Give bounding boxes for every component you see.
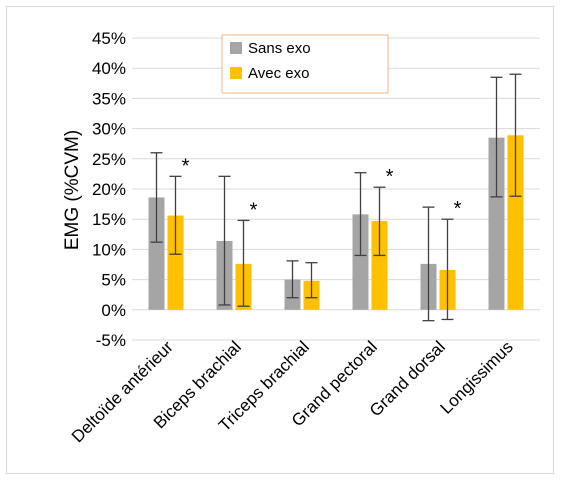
- y-axis-title: EMG (%CVM): [62, 130, 83, 250]
- y-tick-label: 10%: [92, 240, 126, 259]
- legend-label: Sans exo: [248, 40, 311, 57]
- bar-sans-exo: [488, 137, 505, 310]
- legend-swatch: [230, 42, 242, 54]
- legend-box: [221, 34, 389, 94]
- significance-markers: * * * *: [182, 155, 462, 221]
- error-bars: [150, 73, 522, 322]
- bar-avec-exo: [167, 215, 184, 310]
- significance-star: *: [250, 199, 258, 221]
- y-tick-label: 20%: [92, 180, 126, 199]
- bar-avec-exo: [371, 221, 388, 310]
- bar-sans-exo: [148, 197, 165, 310]
- y-tick-label: 35%: [92, 89, 126, 108]
- significance-star: *: [182, 155, 190, 177]
- y-axis: -5% 0% 5% 10% 15% 20% 25% 30% 35% 40% 45%: [92, 29, 126, 350]
- y-tick-label: 40%: [92, 59, 126, 78]
- y-tick-label: 25%: [92, 150, 126, 169]
- category-label: Longissimus: [437, 337, 517, 417]
- y-tick-label: 15%: [92, 210, 126, 229]
- legend-label: Avec exo: [248, 65, 309, 82]
- y-tick-label: 0%: [101, 301, 126, 320]
- y-tick-label: 5%: [101, 271, 126, 290]
- y-tick-label: -5%: [96, 331, 126, 350]
- bars: [148, 135, 524, 310]
- legend: Sans exo Avec exo: [221, 34, 389, 94]
- bar-sans-exo: [352, 214, 369, 310]
- bar-avec-exo: [507, 135, 524, 310]
- y-tick-label: 30%: [92, 120, 126, 139]
- significance-star: *: [386, 166, 394, 188]
- legend-swatch: [230, 67, 242, 79]
- y-tick-label: 45%: [92, 29, 126, 48]
- significance-star: *: [454, 198, 462, 220]
